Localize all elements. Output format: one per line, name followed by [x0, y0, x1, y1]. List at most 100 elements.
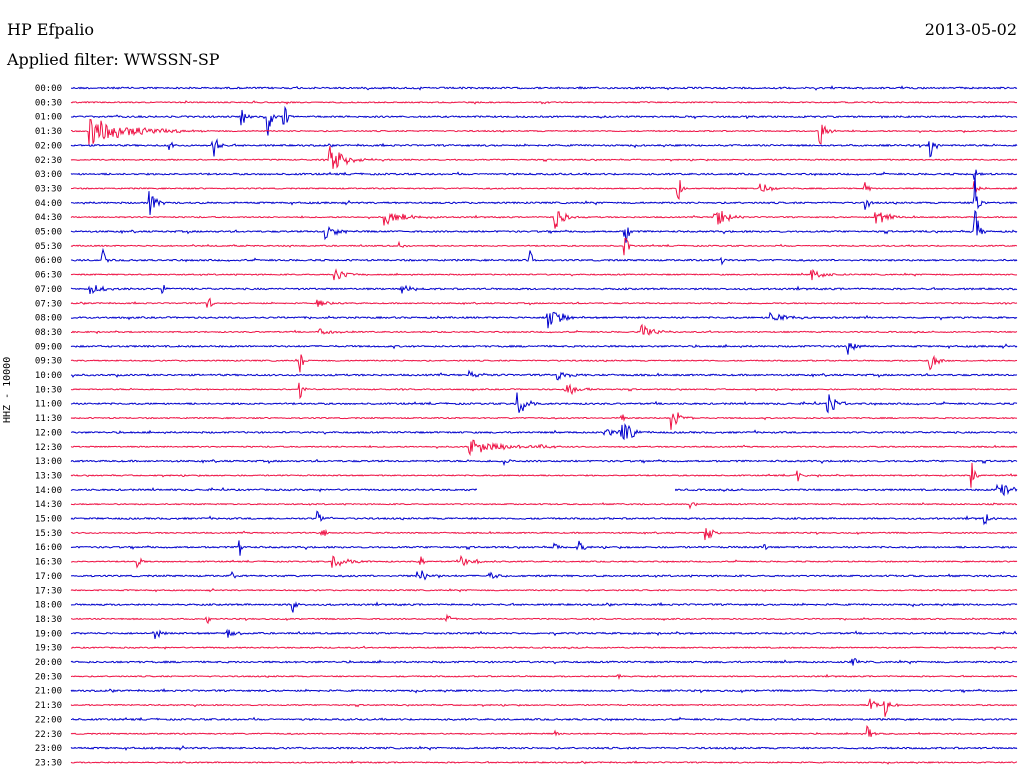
trace-row: [70, 284, 1018, 295]
trace-row: [70, 540, 1018, 556]
trace-row: [70, 570, 1018, 581]
row-time-label: 09:30: [35, 357, 62, 367]
row-time-label: 00:00: [35, 84, 62, 94]
station-title: HP Efpalio: [7, 20, 95, 39]
trace-row: [70, 392, 1018, 414]
row-time-label: 01:30: [35, 127, 62, 137]
row-time-label: 17:00: [35, 572, 62, 582]
trace-row: [70, 588, 1018, 593]
row-time-label: 06:00: [35, 256, 62, 266]
trace-row: [70, 138, 1018, 158]
row-time-label: 10:30: [35, 385, 62, 395]
row-time-label: 03:30: [35, 184, 62, 194]
row-time-label: 05:30: [35, 242, 62, 252]
trace-row: [70, 645, 1018, 651]
trace-row: [70, 759, 1018, 765]
row-time-label: 23:00: [35, 744, 62, 754]
row-time-label: 07:30: [35, 299, 62, 309]
trace-row: [70, 369, 1018, 381]
trace-row: [70, 169, 1017, 181]
row-time-label: 03:00: [35, 170, 62, 180]
trace-row: [70, 105, 1018, 136]
trace-row: [70, 172, 1018, 215]
trace-row: [70, 698, 1018, 717]
row-time-label: 07:00: [35, 285, 62, 295]
trace-row: [70, 247, 1018, 266]
row-time-label: 21:00: [35, 687, 62, 697]
trace-row: [70, 210, 1018, 229]
trace-row: [70, 458, 1018, 467]
row-time-label: 14:30: [35, 500, 62, 510]
row-time-label: 11:00: [35, 400, 62, 410]
trace-row: [70, 343, 1018, 355]
row-time-label: 08:30: [35, 328, 62, 338]
row-time-label: 21:30: [35, 701, 62, 711]
trace-row: [71, 422, 1018, 441]
row-time-label: 16:30: [35, 558, 62, 568]
row-time-label: 12:30: [35, 443, 62, 453]
row-time-label: 19:30: [35, 644, 62, 654]
row-time-label: 13:00: [35, 457, 62, 467]
trace-row: [71, 85, 1018, 91]
row-time-label: 20:30: [35, 672, 62, 682]
row-time-label: 00:30: [35, 98, 62, 108]
row-time-label: 06:30: [35, 271, 62, 281]
row-time-label: 02:00: [35, 141, 62, 151]
row-time-label: 22:00: [35, 715, 62, 725]
row-time-label: 08:00: [35, 314, 62, 324]
row-time-label: 20:00: [35, 658, 62, 668]
trace-row: [70, 209, 1018, 243]
trace-row: [70, 311, 1018, 329]
row-time-label: 02:30: [35, 156, 62, 166]
row-time-label: 19:00: [35, 629, 62, 639]
trace-row: [70, 673, 1018, 680]
row-time-label: 14:00: [35, 486, 62, 496]
trace-row: [70, 297, 1018, 308]
trace-row: [70, 510, 1018, 526]
trace-row: [70, 716, 1018, 722]
row-time-label: 22:30: [35, 730, 62, 740]
trace-row: [70, 412, 1018, 430]
trace-row: [70, 238, 1018, 256]
trace-row: [70, 382, 1018, 400]
trace-row: [71, 613, 1018, 625]
trace-row: [71, 323, 1018, 336]
row-time-label: 15:00: [35, 515, 62, 525]
row-time-label: 16:00: [35, 543, 62, 553]
filter-line: Applied filter: WWSSN-SP: [7, 50, 220, 69]
row-time-label: 15:30: [35, 529, 62, 539]
trace-row: [70, 657, 1018, 666]
trace-row: [70, 725, 1018, 737]
trace-row: [70, 502, 1018, 510]
trace-row: [70, 268, 1018, 281]
trace-row: [70, 745, 1018, 751]
trace-row: [70, 100, 1018, 105]
row-time-label: 10:00: [35, 371, 62, 381]
trace-row: [70, 601, 1018, 613]
trace-row: [70, 687, 1018, 694]
trace-row: [70, 180, 1018, 201]
row-time-label: 01:00: [35, 113, 62, 123]
filter-label: Applied filter:: [7, 50, 119, 69]
row-time-label: 18:30: [35, 615, 62, 625]
trace-row: [70, 439, 1018, 457]
row-time-label: 11:30: [35, 414, 62, 424]
trace-row: [71, 554, 1018, 569]
trace-row: [70, 528, 1018, 541]
filter-value: WWSSN-SP: [123, 50, 220, 69]
trace-row: [70, 628, 1018, 639]
row-time-label: 12:00: [35, 428, 62, 438]
row-time-label: 04:30: [35, 213, 62, 223]
date-label: 2013-05-02: [924, 20, 1017, 39]
data-gap: [477, 486, 675, 493]
row-time-label: 09:00: [35, 342, 62, 352]
trace-row: [70, 118, 1018, 145]
row-time-label: 13:30: [35, 471, 62, 481]
row-time-label: 17:30: [35, 586, 62, 596]
trace-row: [70, 462, 1018, 488]
row-time-label: 05:00: [35, 228, 62, 238]
row-time-label: 04:00: [35, 199, 62, 209]
row-time-label: 18:00: [35, 601, 62, 611]
trace-row: [70, 354, 1018, 373]
